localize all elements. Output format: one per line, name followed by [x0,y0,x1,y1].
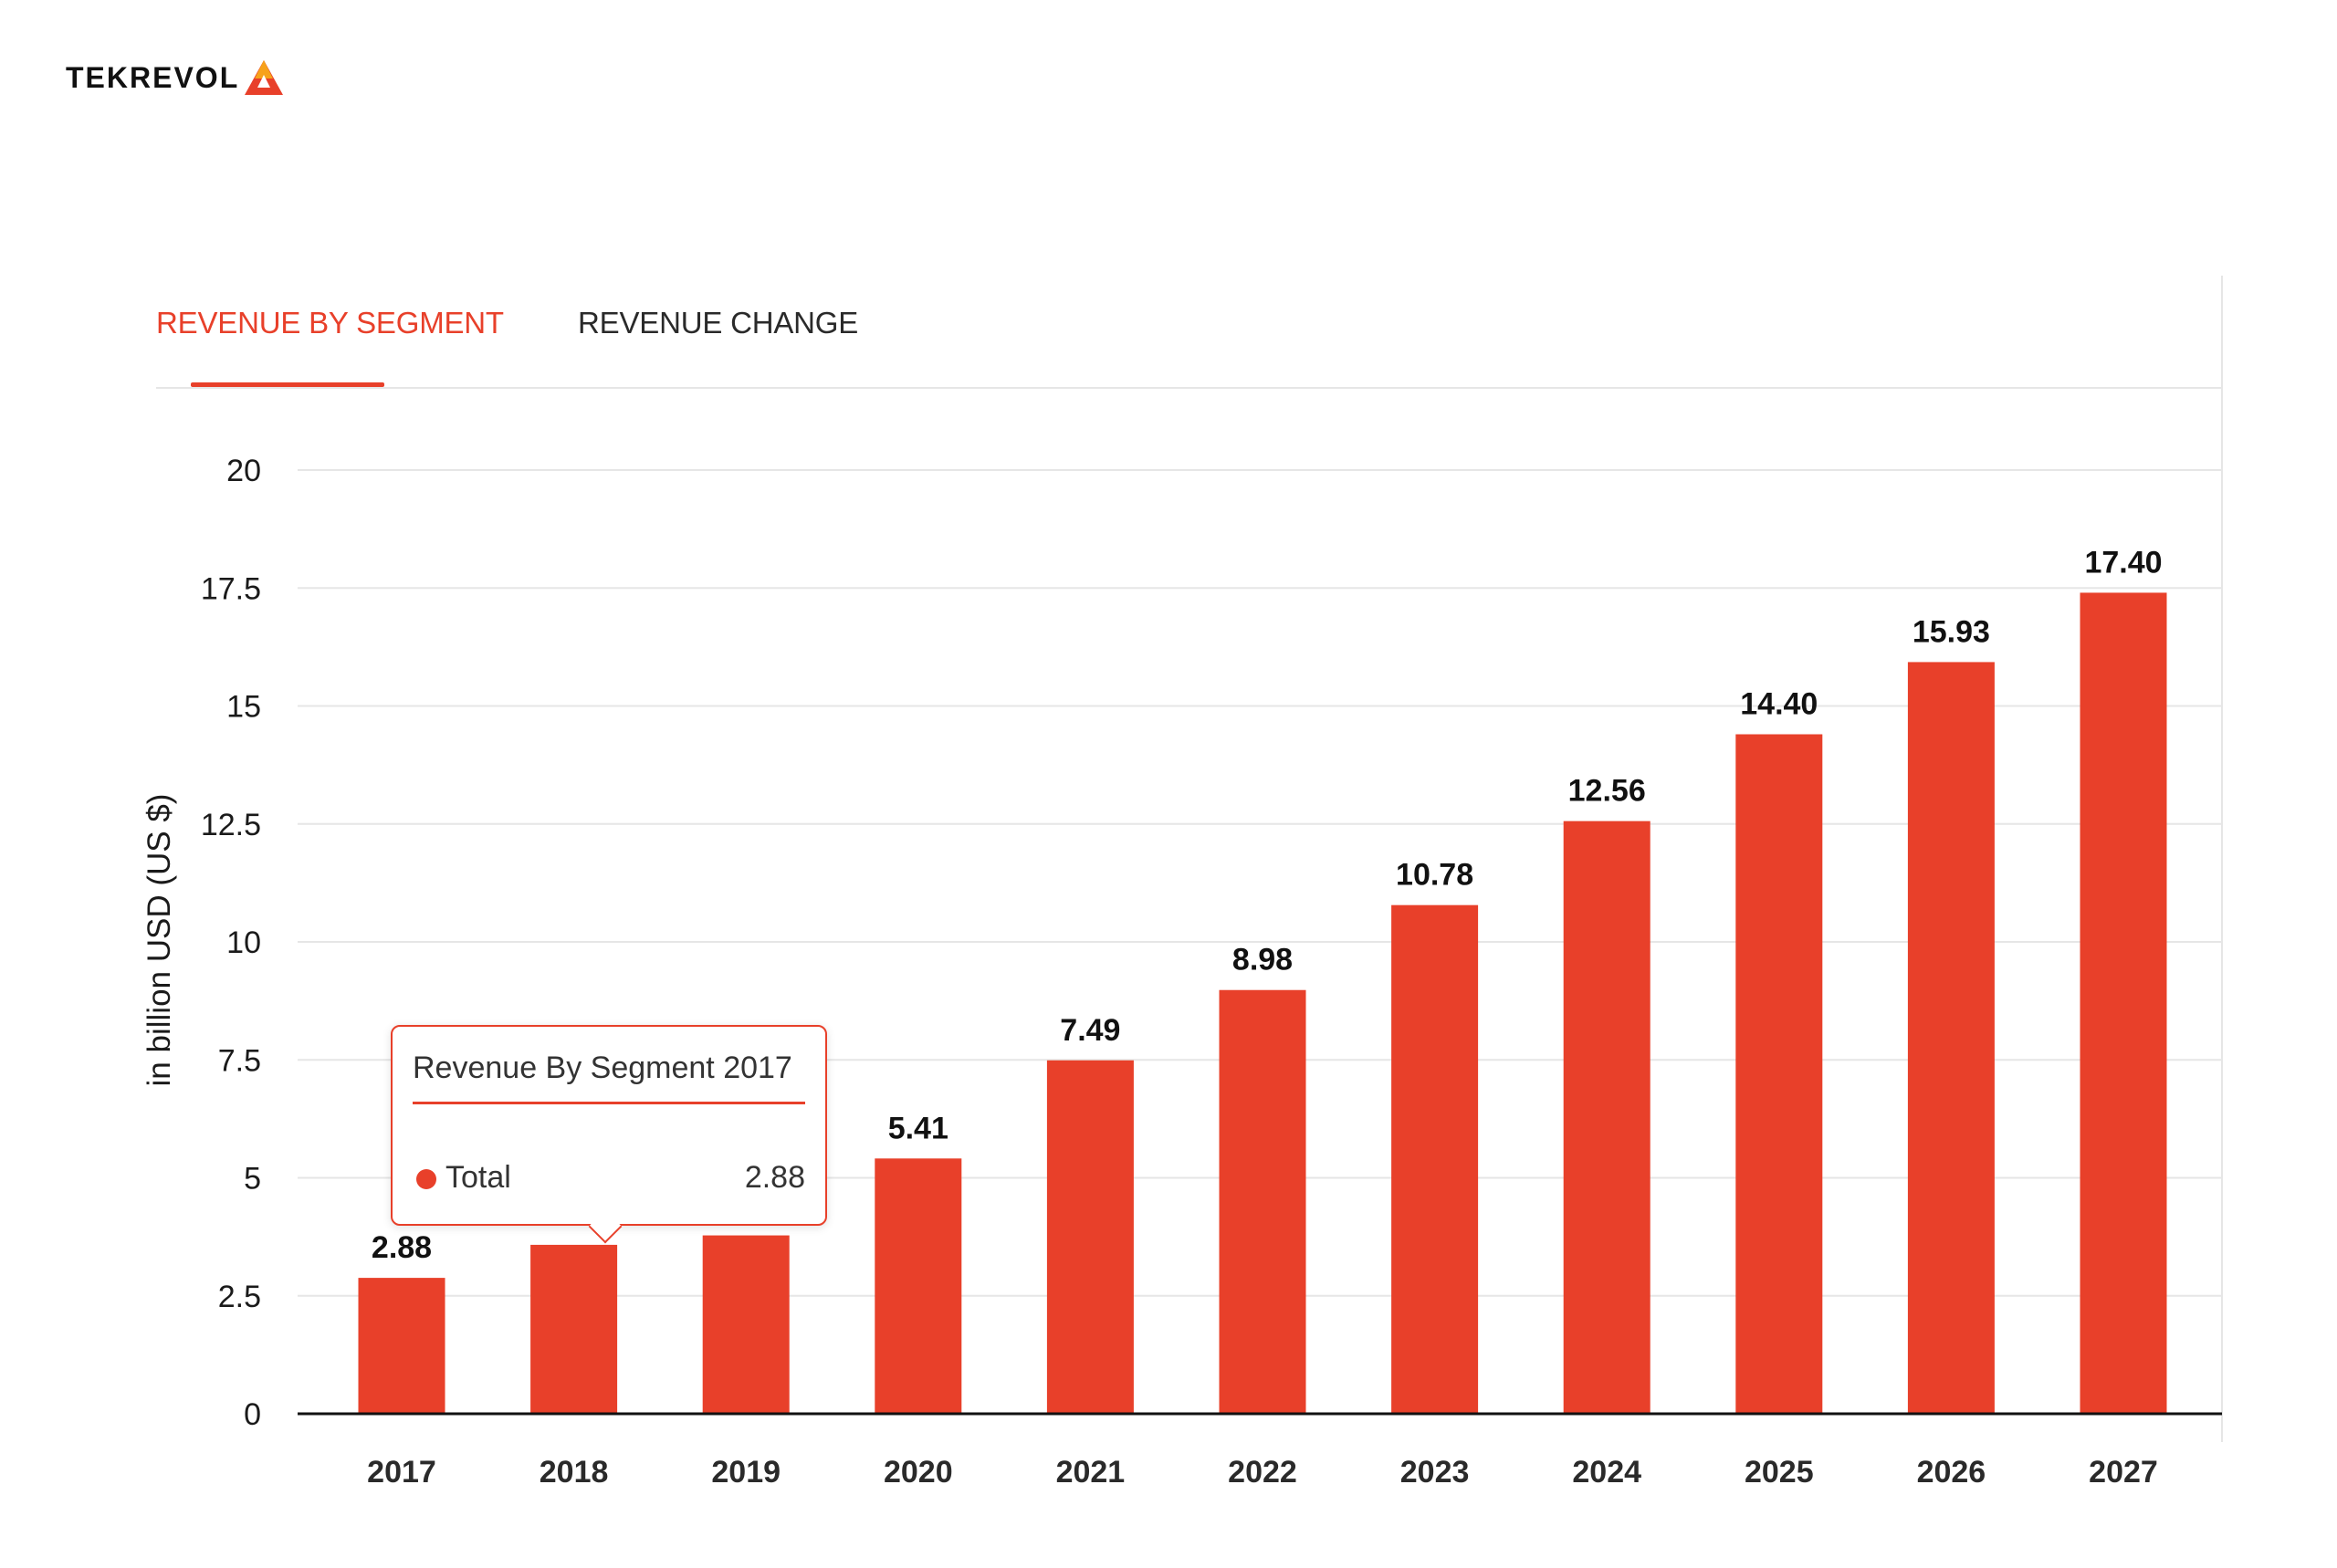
tooltip-value: 2.88 [744,1160,805,1195]
data-label-2021: 7.49 [1060,1013,1120,1048]
data-label-2024: 12.56 [1568,774,1646,809]
y-tick-label: 2.5 [218,1280,261,1314]
y-tick-label: 7.5 [218,1043,261,1078]
tab-revenue-change[interactable]: REVENUE CHANGE [578,306,859,340]
tooltip-title: Revenue By Segment 2017 [413,1051,792,1085]
bar-2023[interactable] [1391,904,1479,1414]
tooltip-box [391,1025,827,1226]
data-labels: 2.88 5.41 7.49 8.98 10.78 12.56 14.40 15.93 17.4… [372,545,2163,1265]
bar-2022[interactable] [1219,989,1306,1414]
bars [358,592,2167,1414]
tooltip-divider [413,1102,805,1104]
bar-2025[interactable] [1735,734,1823,1414]
bar-2020[interactable] [875,1158,962,1414]
x-tick-label: 2019 [711,1455,781,1490]
bar-2024[interactable] [1563,821,1651,1414]
bar-2027[interactable] [2080,592,2167,1414]
x-axis-ticks: 2017 2018 2019 2020 2021 2022 2023 2024 2025 2026… [367,1455,2158,1490]
x-tick-label: 2024 [1572,1455,1641,1490]
bar-2021[interactable] [1046,1060,1134,1414]
bar-2019[interactable] [702,1235,790,1414]
y-tick-label: 12.5 [201,808,261,842]
series-dot-icon [416,1169,436,1189]
y-tick-label: 5 [244,1162,261,1197]
data-label-2025: 14.40 [1740,687,1818,722]
y-axis-label: in billion USD (US $) [141,794,177,1087]
bar-2026[interactable] [1907,662,1995,1414]
tab-revenue-by-segment[interactable]: REVENUE BY SEGMENT [156,306,504,340]
x-tick-label: 2025 [1745,1455,1814,1490]
tooltip: Revenue By Segment 2017 Total 2.88 [391,1025,827,1244]
bar-2018[interactable] [530,1244,618,1414]
y-tick-label: 20 [226,454,261,488]
data-label-2026: 15.93 [1913,614,1990,649]
x-tick-label: 2023 [1400,1455,1470,1490]
active-tab-indicator [191,382,384,387]
x-tick-label: 2020 [884,1455,953,1490]
bar-2017[interactable] [358,1278,445,1414]
x-tick-label: 2026 [1917,1455,1986,1490]
x-tick-label: 2018 [540,1455,609,1490]
data-label-2027: 17.40 [2084,545,2162,580]
y-tick-label: 10 [226,925,261,960]
x-tick-label: 2022 [1228,1455,1297,1490]
data-label-2020: 5.41 [888,1111,948,1145]
tekrevol-logo: TEKREVOL [66,55,285,100]
x-tick-label: 2021 [1056,1455,1126,1490]
y-tick-label: 15 [226,690,261,725]
logo-triangle-icon [245,60,284,95]
x-tick-label: 2017 [367,1455,436,1490]
logo-text: TEKREVOL [66,60,240,94]
data-label-2022: 8.98 [1232,943,1293,977]
tooltip-series-label: Total [445,1160,511,1195]
data-label-2017: 2.88 [372,1230,432,1265]
y-axis-ticks: 0 2.5 5 7.5 10 12.5 15 17.5 20 [201,454,261,1432]
data-label-2023: 10.78 [1396,858,1473,893]
y-tick-label: 17.5 [201,571,261,606]
y-tick-label: 0 [244,1397,261,1432]
x-tick-label: 2027 [2089,1455,2158,1490]
